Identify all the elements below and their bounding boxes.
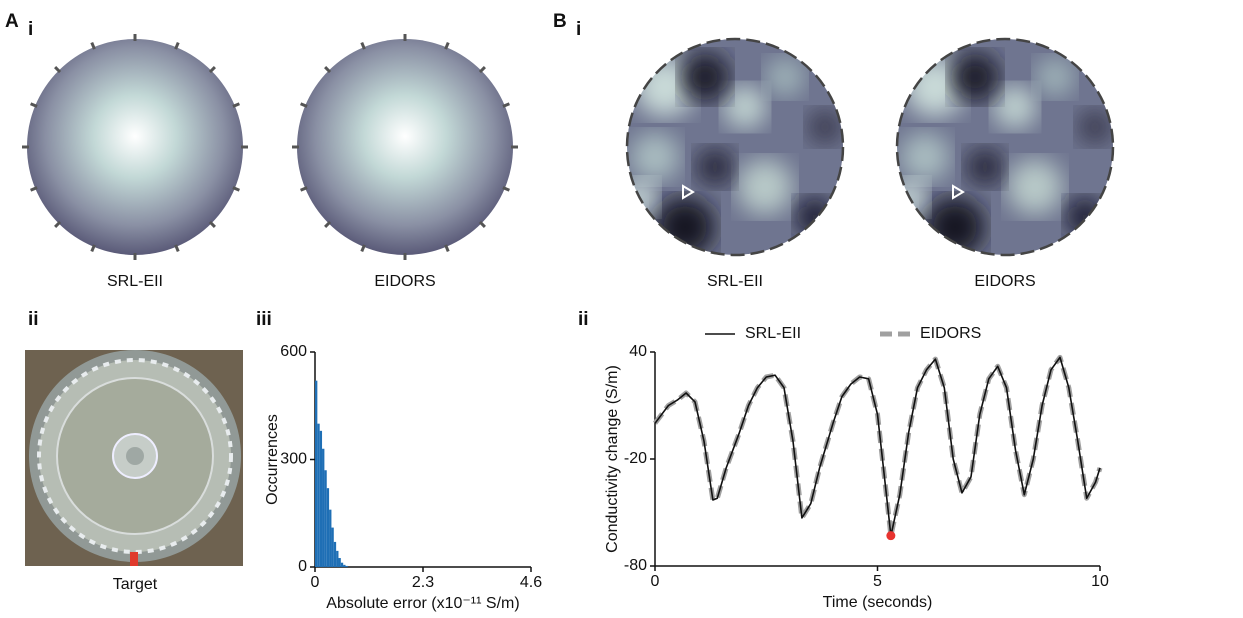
blob bbox=[950, 52, 1000, 102]
blob bbox=[765, 57, 805, 97]
caption: Target bbox=[113, 576, 158, 593]
electrode bbox=[502, 186, 510, 192]
blob bbox=[1077, 109, 1113, 145]
histogram-bar bbox=[322, 448, 325, 567]
reconstruction-disk bbox=[27, 39, 243, 255]
histogram-bar bbox=[340, 562, 344, 567]
histogram-bar bbox=[331, 527, 334, 567]
x-tick-label: 0 bbox=[311, 574, 320, 591]
electrode bbox=[30, 102, 38, 108]
blob bbox=[900, 132, 950, 182]
caption: SRL-EII bbox=[107, 273, 163, 290]
histogram-bar bbox=[317, 423, 320, 567]
electrode bbox=[444, 42, 450, 50]
x-tick-label: 10 bbox=[1091, 573, 1109, 590]
blob bbox=[630, 132, 680, 182]
blob bbox=[695, 147, 735, 187]
panel-label: i bbox=[28, 19, 33, 40]
blob bbox=[1007, 159, 1063, 215]
y-tick-label: 300 bbox=[280, 451, 307, 468]
legend-label: EIDORS bbox=[920, 325, 981, 342]
y-axis-label: Occurrences bbox=[264, 414, 281, 505]
histogram-bar bbox=[338, 558, 341, 567]
caption: EIDORS bbox=[974, 273, 1035, 290]
target-marker bbox=[952, 184, 965, 200]
electrode bbox=[478, 220, 486, 228]
electrode bbox=[174, 244, 180, 252]
histogram-bar bbox=[319, 430, 323, 567]
x-tick-label: 5 bbox=[873, 573, 882, 590]
electrode bbox=[174, 42, 180, 50]
y-tick-label: 0 bbox=[298, 558, 307, 575]
x-axis-label: Absolute error (x10⁻¹¹ S/m) bbox=[326, 595, 519, 612]
electrode bbox=[324, 66, 332, 74]
series-line bbox=[653, 354, 1103, 539]
electrode bbox=[444, 244, 450, 252]
histogram-bar bbox=[329, 509, 332, 567]
histogram-bar bbox=[324, 470, 327, 567]
histogram-bar bbox=[326, 488, 330, 567]
target-photo bbox=[25, 350, 243, 566]
electrode bbox=[54, 220, 62, 228]
y-axis-label: Conductivity change (S/m) bbox=[604, 365, 621, 553]
x-tick-label: 4.6 bbox=[520, 574, 542, 591]
electrode bbox=[90, 42, 96, 50]
blob bbox=[1035, 57, 1075, 97]
panel-label: B bbox=[553, 11, 567, 32]
blob bbox=[737, 159, 793, 215]
electrode bbox=[232, 102, 240, 108]
blob bbox=[723, 85, 767, 129]
electrode bbox=[502, 102, 510, 108]
legend-label: SRL-EII bbox=[745, 325, 801, 342]
x-tick-label: 0 bbox=[651, 573, 660, 590]
blob bbox=[795, 197, 835, 237]
y-tick-label: -20 bbox=[624, 450, 647, 467]
y-tick-label: 40 bbox=[629, 343, 647, 360]
blob bbox=[965, 147, 1005, 187]
blob bbox=[993, 85, 1037, 129]
blob bbox=[1065, 197, 1105, 237]
x-axis-label: Time (seconds) bbox=[823, 594, 933, 611]
electrode bbox=[360, 244, 366, 252]
electrode bbox=[232, 186, 240, 192]
reconstruction-disk bbox=[297, 39, 513, 255]
series-line bbox=[654, 356, 1101, 537]
highlight-point bbox=[886, 531, 896, 541]
blob bbox=[807, 109, 843, 145]
electrode bbox=[54, 66, 62, 74]
x-tick-label: 2.3 bbox=[412, 574, 434, 591]
panel-label: iii bbox=[256, 309, 272, 330]
caption: SRL-EII bbox=[707, 273, 763, 290]
histogram-bar bbox=[336, 550, 339, 567]
electrode bbox=[478, 66, 486, 74]
panel-label: A bbox=[5, 11, 19, 32]
panel-label: i bbox=[576, 19, 581, 40]
caption: EIDORS bbox=[374, 273, 435, 290]
electrode bbox=[360, 42, 366, 50]
electrode bbox=[208, 220, 216, 228]
target-marker bbox=[682, 184, 695, 200]
electrode bbox=[300, 186, 308, 192]
histogram-bar bbox=[343, 564, 346, 567]
electrode bbox=[324, 220, 332, 228]
reconstruction-disk bbox=[627, 39, 843, 255]
y-tick-label: 600 bbox=[280, 343, 307, 360]
histogram-bar bbox=[315, 380, 318, 567]
disk-edge bbox=[895, 37, 1115, 257]
disk-edge bbox=[625, 37, 845, 257]
electrode bbox=[30, 186, 38, 192]
electrode bbox=[208, 66, 216, 74]
histogram-bar bbox=[345, 565, 348, 567]
y-tick-label: -80 bbox=[624, 557, 647, 574]
panel-label: ii bbox=[578, 309, 589, 330]
electrode bbox=[300, 102, 308, 108]
panel-label: ii bbox=[28, 309, 39, 330]
blob bbox=[680, 52, 730, 102]
histogram-bar bbox=[333, 541, 337, 567]
electrode bbox=[90, 244, 96, 252]
